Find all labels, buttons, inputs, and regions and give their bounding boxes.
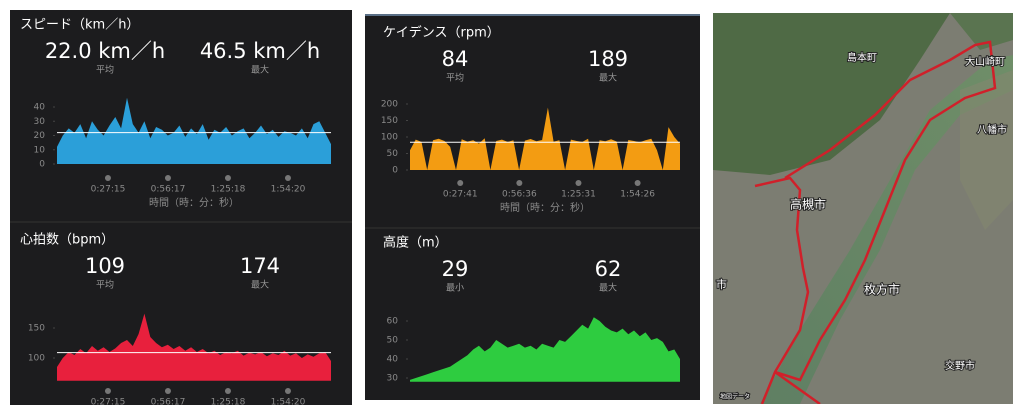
stat-value: 84 (442, 47, 469, 71)
left-panel (10, 10, 352, 405)
fields (960, 70, 1013, 230)
map-label: 市 (716, 277, 727, 291)
x-tick-dot (575, 180, 582, 186)
x-tick-label: 0:56:36 (502, 190, 537, 200)
x-tick-dot (164, 175, 171, 181)
x-tick-label: 0:27:15 (91, 398, 126, 408)
x-tick-label: 0:56:17 (151, 398, 186, 408)
chart-title: ケイデンス（rpm） (383, 25, 500, 41)
x-tick-label: 0:56:17 (151, 185, 186, 195)
stat-caption: 平均 (96, 279, 114, 291)
stat-caption: 最大 (251, 64, 269, 76)
chart-title: 心拍数（bpm） (20, 233, 114, 248)
stat-value: 174 (240, 254, 280, 278)
x-tick-label: 1:54:20 (271, 398, 306, 408)
x-tick-dot (284, 388, 291, 394)
stat-caption: 平均 (446, 72, 464, 84)
stat-caption: 最大 (599, 282, 617, 294)
x-tick-dot (104, 388, 111, 394)
map-label: 大山崎町 (965, 55, 1005, 68)
x-tick-label: 1:25:31 (561, 190, 596, 200)
stat-caption: 最小 (446, 283, 464, 294)
y-tick-label: 0 (392, 166, 398, 176)
area (57, 313, 331, 381)
x-tick-dot (104, 175, 111, 181)
y-tick-label: 30 (34, 117, 46, 127)
x-tick-label: 0:27:41 (443, 190, 478, 200)
y-tick-label: 50 (387, 149, 399, 159)
y-tick-label: 200 (381, 100, 398, 110)
x-tick-dot (224, 388, 231, 394)
y-tick-label: 20 (34, 131, 46, 141)
y-tick-label: 30 (387, 374, 399, 384)
stat-value: 29 (442, 257, 469, 281)
area (410, 107, 680, 170)
x-tick-label: 1:54:26 (620, 190, 655, 200)
y-tick-label: 100 (381, 133, 398, 143)
x-tick-label: 1:25:18 (211, 398, 246, 408)
area (57, 97, 331, 164)
x-axis-label: 時間（時：分：秒） (500, 201, 590, 214)
hills (713, 13, 950, 175)
x-tick-label: 0:27:15 (91, 185, 126, 195)
map-label: 島本町 (847, 51, 877, 64)
stat-caption: 平均 (96, 64, 114, 76)
x-tick-dot (224, 175, 231, 181)
stat-value: 46.5 km／h (200, 39, 320, 63)
y-tick-label: 100 (28, 354, 45, 364)
map-label: 地図データ (720, 393, 750, 401)
x-tick-dot (634, 180, 641, 186)
x-tick-label: 1:25:18 (211, 185, 246, 195)
river (760, 55, 1013, 404)
x-tick-dot (164, 388, 171, 394)
x-tick-dot (516, 180, 523, 186)
y-tick-label: 150 (28, 324, 45, 334)
x-tick-dot (284, 175, 291, 181)
stat-value: 109 (85, 254, 125, 278)
chart-title: スピード（km／h） (20, 18, 139, 33)
hills (950, 13, 1013, 50)
x-tick-label: 1:54:20 (271, 185, 306, 195)
x-axis-label: 時間（時：分：秒） (149, 196, 239, 209)
stat-value: 62 (595, 257, 622, 281)
map-label: 交野市 (945, 359, 975, 372)
map-label: 高槻市 (790, 197, 826, 212)
y-tick-label: 60 (387, 317, 399, 327)
map-label: 八幡市 (977, 123, 1007, 136)
y-tick-label: 150 (381, 116, 398, 126)
route (774, 40, 997, 404)
y-tick-label: 40 (387, 355, 399, 365)
map-label: 枚方市 (864, 282, 900, 297)
y-tick-label: 50 (387, 336, 399, 346)
stat-value: 189 (588, 47, 628, 71)
x-tick-dot (457, 180, 464, 186)
area (410, 317, 680, 382)
stat-value: 22.0 km／h (45, 39, 165, 63)
chart-title: 高度（m） (383, 235, 448, 251)
y-tick-label: 0 (39, 160, 45, 170)
stat-caption: 最大 (599, 72, 617, 84)
route (754, 176, 810, 404)
stat-caption: 最大 (251, 279, 269, 291)
y-tick-label: 10 (34, 145, 46, 155)
y-tick-label: 40 (34, 103, 46, 113)
